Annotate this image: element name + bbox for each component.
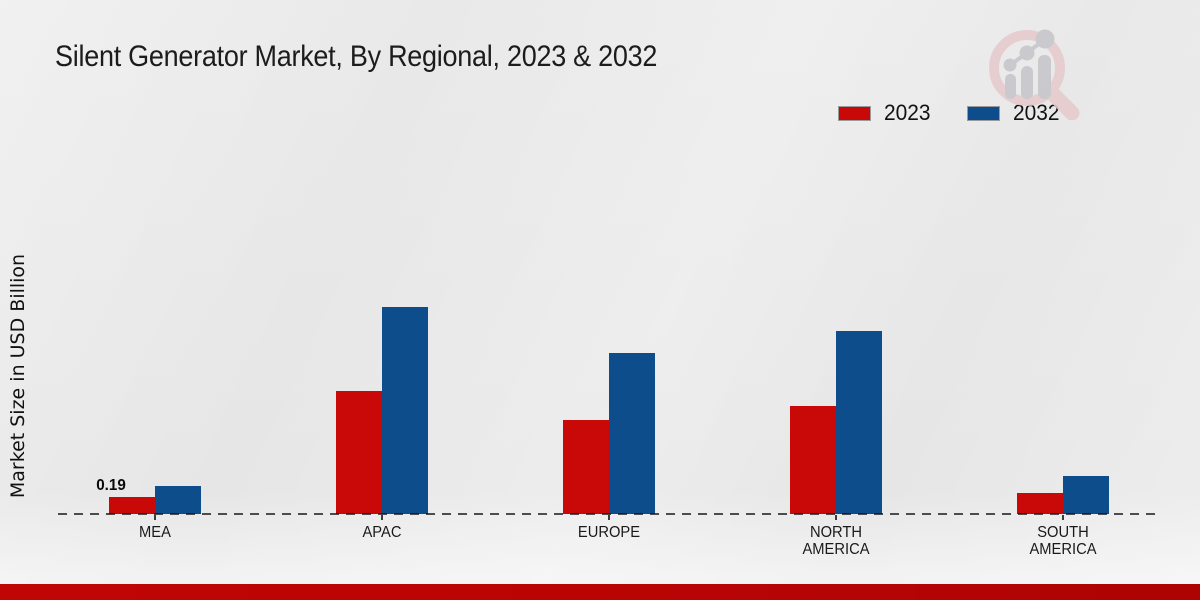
x-axis-tick-south-america: [1062, 515, 1064, 520]
x-axis-tick-europe: [608, 515, 610, 520]
bar-europe-2023: [563, 420, 609, 514]
x-axis-tick-north-america: [835, 515, 837, 520]
x-axis-tick-mea: [154, 515, 156, 520]
x-axis-baseline: [58, 513, 1162, 515]
category-label-europe: EUROPE: [577, 524, 641, 541]
page-title: Silent Generator Market, By Regional, 20…: [55, 40, 658, 73]
category-label-apac: APAC: [362, 524, 402, 541]
data-label-mea-2023: 0.19: [96, 477, 126, 494]
bar-apac-2023: [336, 391, 382, 514]
x-axis-tick-apac: [381, 515, 383, 520]
legend-label-2023: 2023: [884, 100, 931, 125]
bar-south-america-2023: [1017, 493, 1063, 514]
bar-mea-2023: [109, 497, 155, 514]
growth-chart-magnifier-logo-icon: [985, 24, 1085, 125]
category-label-south-america: SOUTH AMERICA: [1029, 524, 1097, 558]
bar-apac-2032: [382, 307, 428, 514]
bar-europe-2032: [609, 353, 655, 514]
category-label-mea: MEA: [139, 524, 171, 541]
category-label-north-america: NORTH AMERICA: [802, 524, 870, 558]
footer-accent-bar: [0, 584, 1200, 600]
legend-swatch-2023-icon: [838, 105, 871, 121]
legend-item-2023: 2023: [838, 100, 933, 126]
legend-swatch-2032-icon: [966, 105, 1000, 121]
bar-mea-2032: [155, 486, 201, 514]
bar-north-america-2032: [836, 331, 882, 514]
bar-south-america-2032: [1063, 476, 1109, 514]
bar-north-america-2023: [790, 406, 836, 514]
